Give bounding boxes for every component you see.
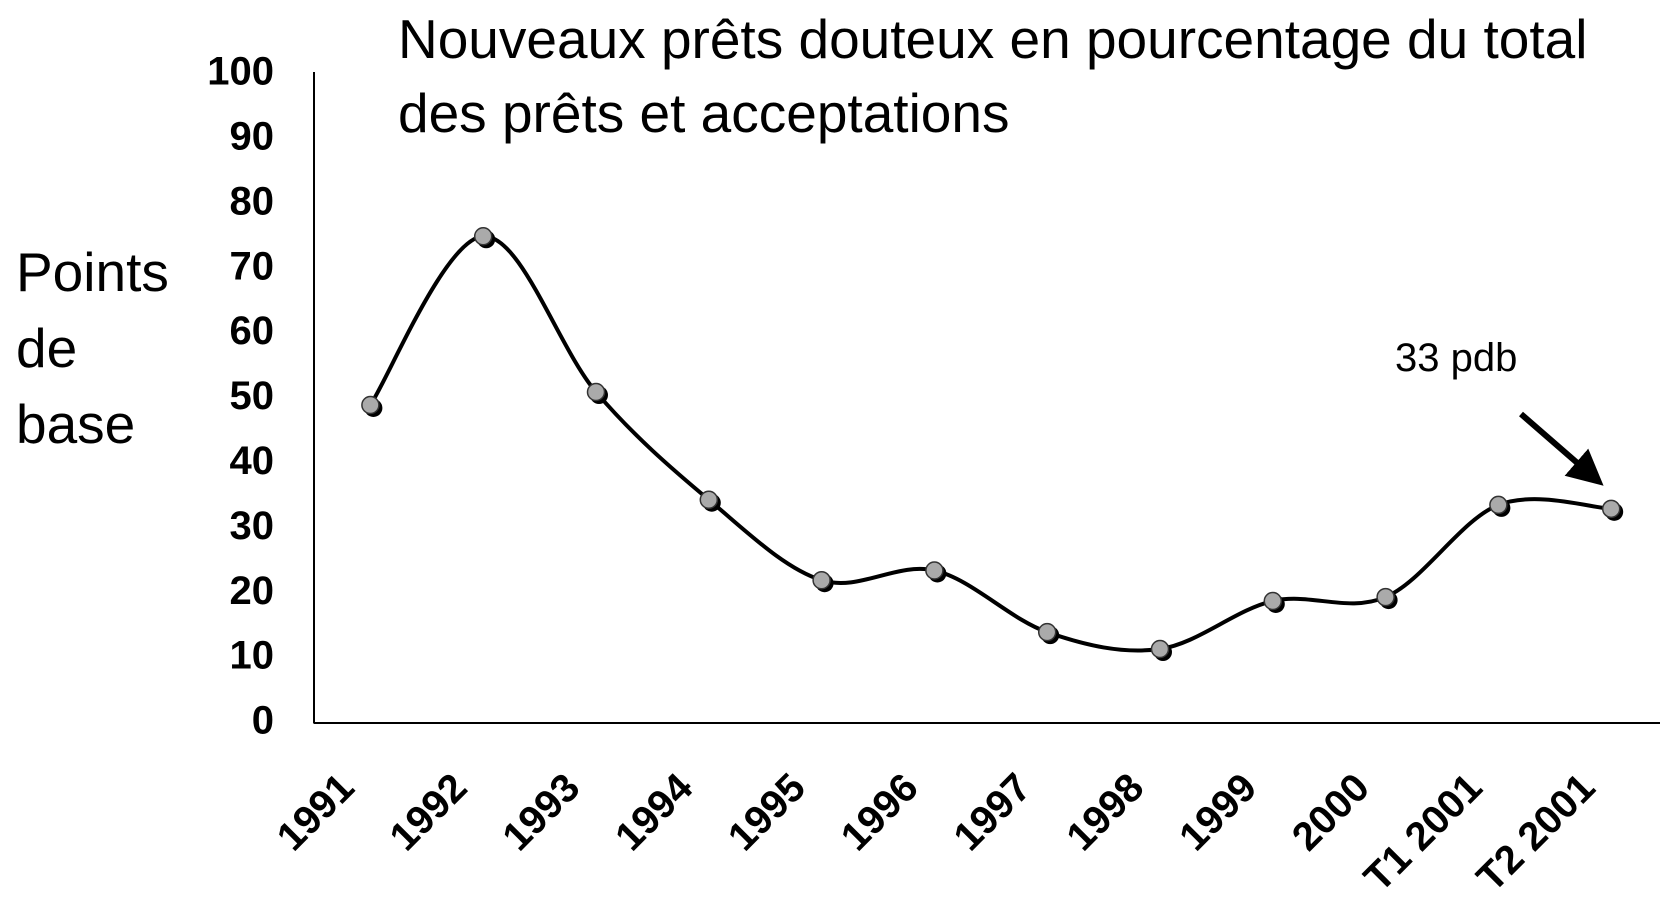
marker	[361, 395, 380, 415]
x-tick-label: 1995	[720, 765, 814, 859]
line	[368, 234, 1612, 653]
y-tick-label: 30	[230, 504, 275, 548]
marker	[699, 490, 719, 509]
y-tick-label: 70	[230, 244, 275, 288]
x-tick-label: T1 2001	[1356, 765, 1491, 900]
y-tick-label: 10	[230, 634, 275, 678]
y-tick-label: 0	[252, 699, 274, 743]
x-tick-label: 1992	[382, 765, 476, 859]
annotation-arrow	[1519, 411, 1604, 486]
marker	[1489, 495, 1508, 515]
y-axis-label: Points de base	[16, 241, 169, 455]
annotation: 33 pdb	[1395, 336, 1518, 380]
marker	[1376, 587, 1395, 607]
chart-title: Nouveaux prêts douteux en pourcentage du…	[398, 8, 1588, 144]
y-tick-label: 90	[230, 114, 275, 158]
x-tick-label: 2000	[1284, 765, 1378, 859]
x-tick-label: 1998	[1058, 765, 1152, 859]
x-tick-label: 1997	[946, 765, 1040, 859]
y-tick-label: 80	[230, 179, 275, 223]
y-tick-label: 20	[230, 569, 275, 613]
y-tick-label: 40	[230, 439, 275, 483]
x-tick-label: 1996	[833, 765, 927, 859]
marker	[1150, 639, 1170, 659]
marker	[1037, 622, 1057, 642]
y-tick-label: 50	[230, 374, 275, 418]
x-tick-label: 1991	[269, 765, 363, 859]
x-tick-label: 1994	[607, 765, 702, 860]
x-tick-label: 1999	[1171, 765, 1265, 859]
marker	[1601, 499, 1621, 519]
marker	[812, 570, 831, 590]
marker	[586, 382, 606, 402]
x-tick-label: 1993	[494, 765, 588, 859]
marker	[1263, 591, 1283, 611]
y-tick-label: 100	[207, 50, 274, 94]
marker	[473, 227, 493, 246]
marker	[925, 561, 944, 580]
y-tick-label: 60	[230, 309, 275, 353]
x-tick-label: T2 2001	[1469, 765, 1604, 900]
